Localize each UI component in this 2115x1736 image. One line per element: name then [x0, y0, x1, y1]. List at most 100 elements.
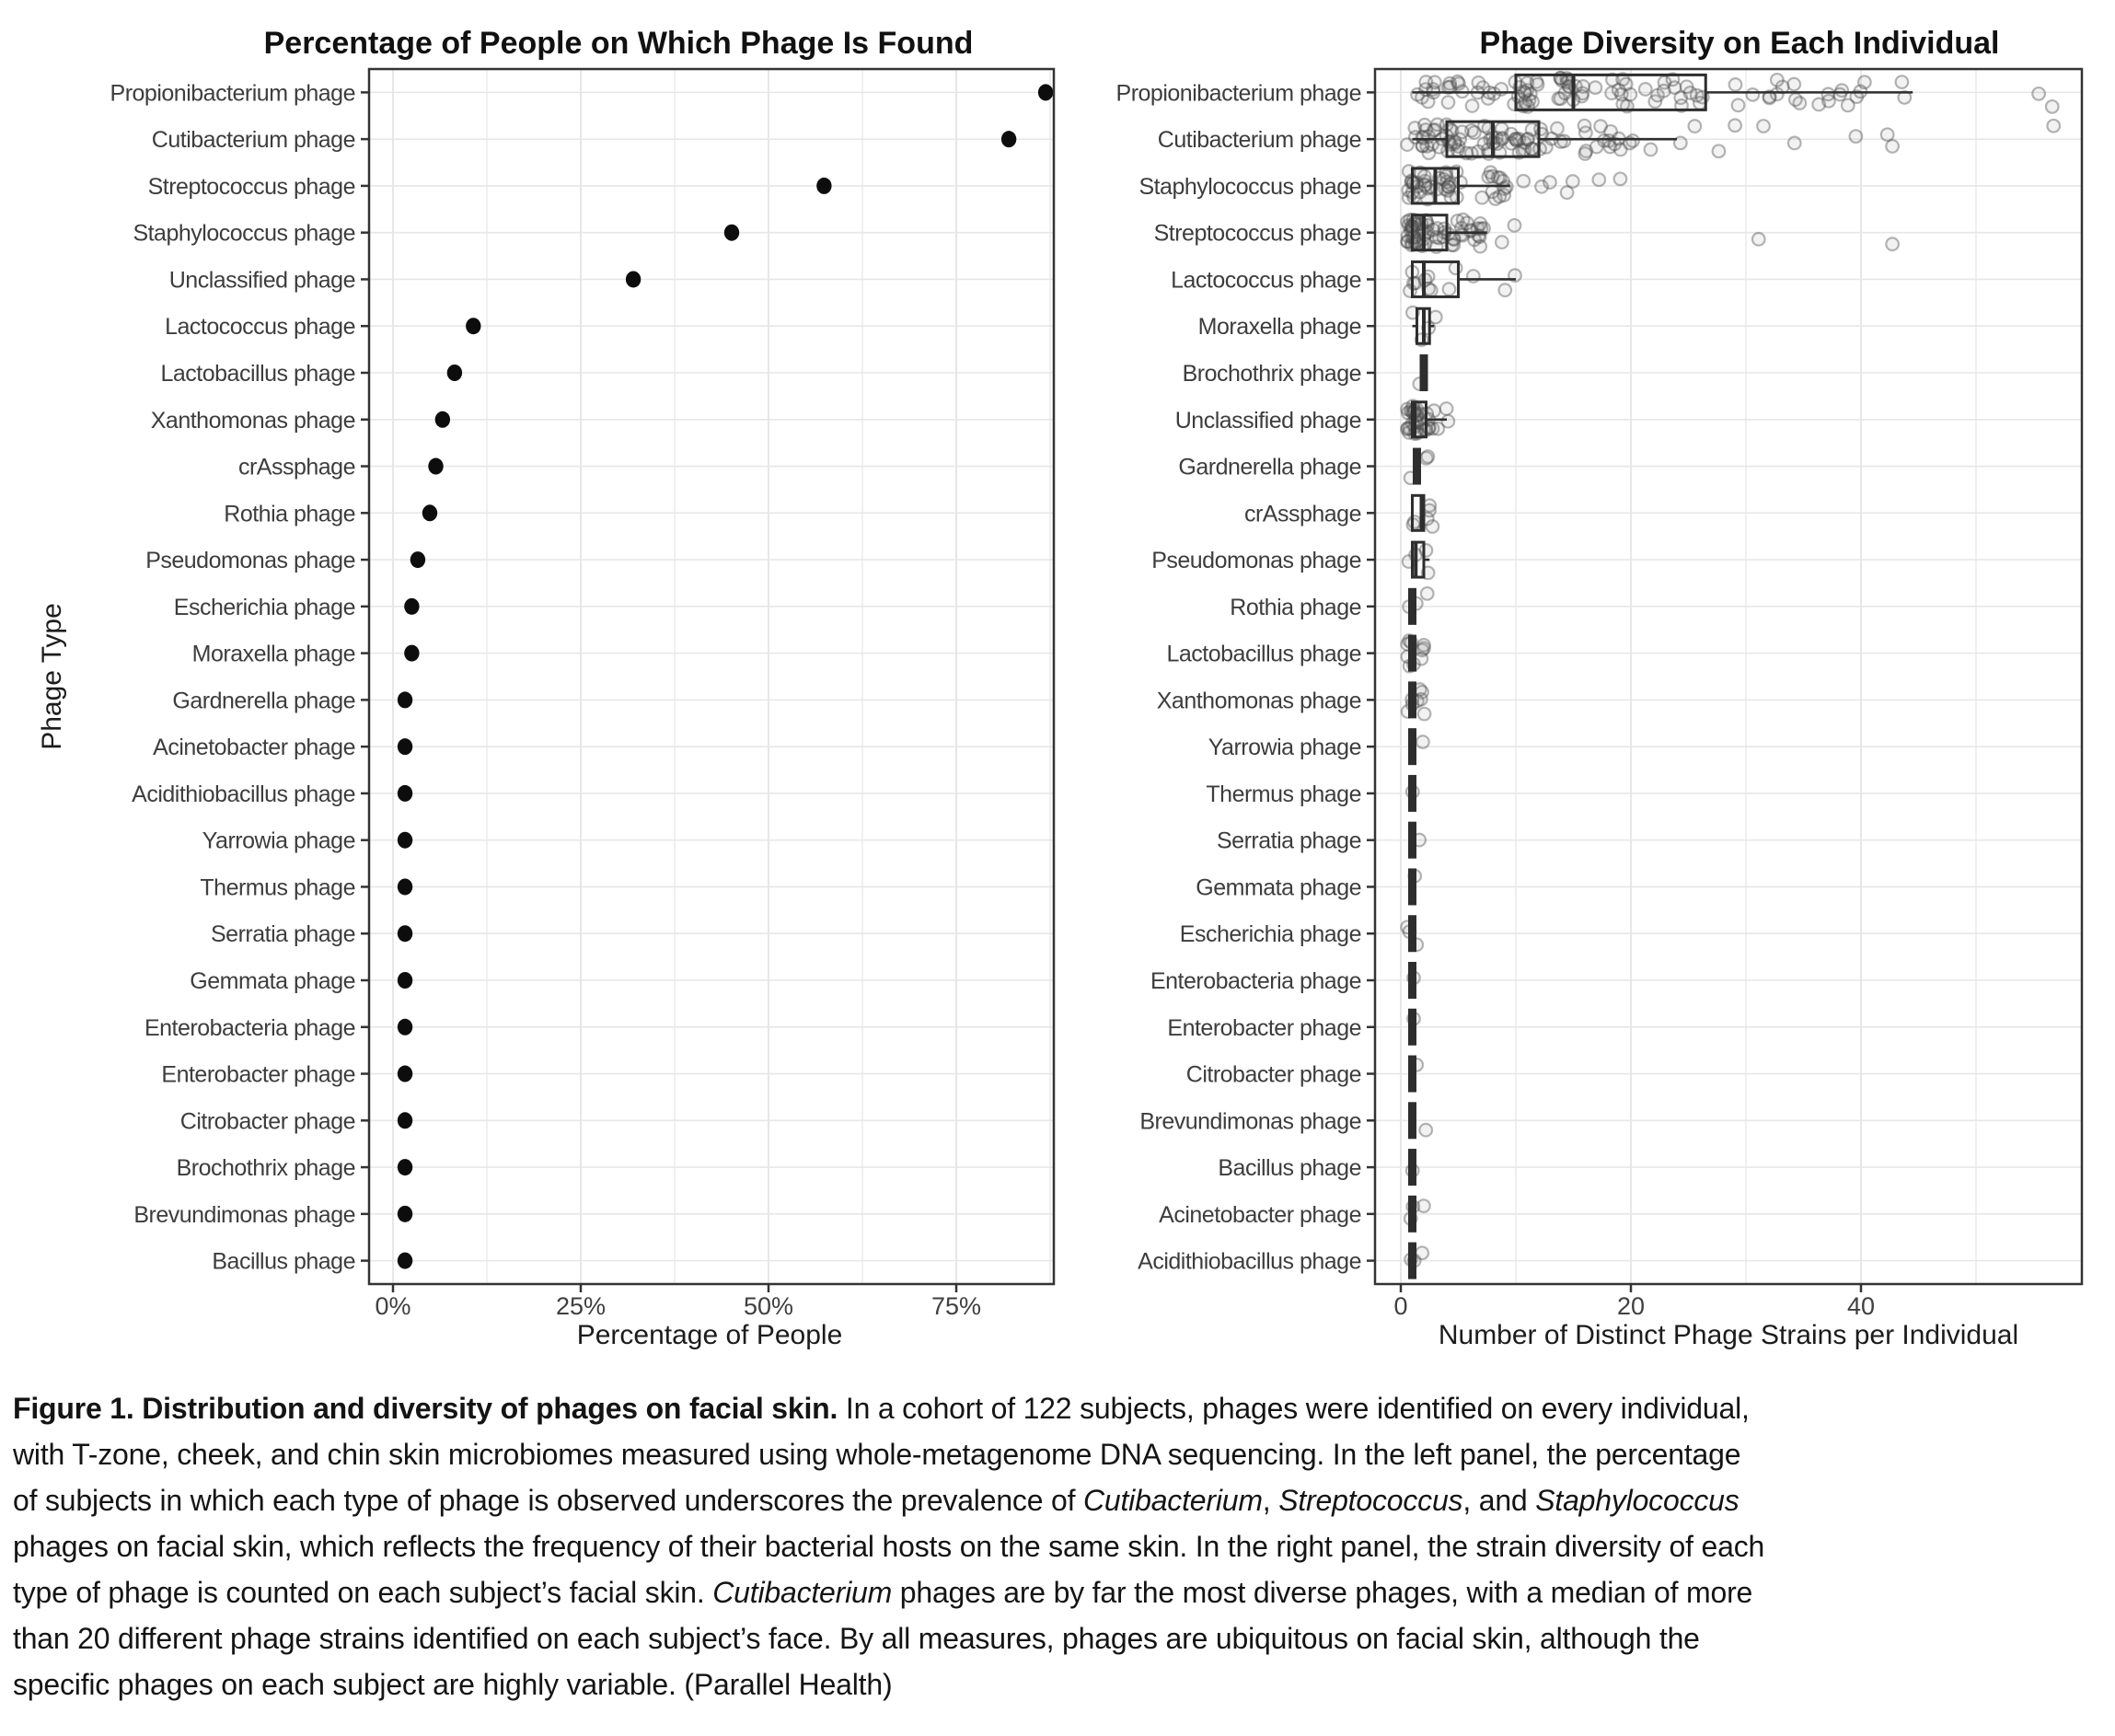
collapsed-box	[1408, 1195, 1416, 1233]
category-label: Acidithiobacillus phage	[1138, 1249, 1361, 1275]
jitter-point	[1441, 179, 1456, 194]
jitter-point	[1429, 221, 1445, 236]
jitter-point	[1400, 137, 1415, 152]
category-label: Unclassified phage	[169, 267, 355, 293]
category-label: Serratia phage	[1217, 828, 1361, 854]
caption-text: type of phage is counted on each subject…	[13, 1576, 713, 1609]
prevalence-dot	[434, 411, 451, 428]
jitter-point	[1591, 172, 1607, 188]
jitter-point	[1769, 87, 1785, 102]
jitter-point	[1440, 183, 1455, 198]
category-label: Serratia phage	[211, 921, 355, 947]
jitter-point	[1450, 139, 1466, 154]
jitter-point	[1400, 234, 1416, 249]
y-axis-label: Phage Type	[37, 603, 67, 750]
collapsed-box	[1408, 915, 1416, 953]
jitter-point	[1650, 87, 1665, 103]
jitter-point	[1856, 75, 1872, 90]
collapsed-box	[1408, 821, 1416, 859]
jitter-point	[1420, 94, 1436, 110]
caption-text: of subjects in which each type of phage …	[13, 1484, 1083, 1517]
x-tick-label: 40	[1847, 1292, 1875, 1320]
category-label: Cutibacterium phage	[1158, 127, 1361, 153]
jitter-point	[1728, 118, 1743, 133]
left-panel-data	[397, 84, 1054, 1269]
jitter-point	[1509, 133, 1524, 148]
jitter-point	[1423, 283, 1439, 298]
jitter-point	[1439, 168, 1454, 184]
jitter-point	[1840, 98, 1855, 113]
phage-charts-svg: Propionibacterium phage Cutibacterium pha…	[37, 26, 2084, 1350]
jitter-point	[1787, 92, 1803, 108]
caption-italic-text: Staphylococcus	[1535, 1484, 1739, 1517]
jitter-point	[1417, 178, 1432, 193]
caption-line: Figure 1. Distribution and diversity of …	[13, 1385, 2104, 1431]
jitter-point	[1517, 84, 1532, 99]
jitter-point	[1682, 86, 1698, 100]
category-label: Enterobacteria phage	[144, 1015, 355, 1041]
jitter-point	[1432, 139, 1447, 155]
prevalence-dot	[428, 457, 444, 475]
jitter-point	[1416, 1198, 1431, 1214]
box	[1514, 73, 1707, 111]
caption-line: specific phages on each subject are high…	[13, 1661, 2104, 1707]
prevalence-dot	[397, 925, 413, 943]
prevalence-dot	[446, 365, 463, 381]
caption-line: with T-zone, cheek, and chin skin microb…	[13, 1431, 2104, 1477]
jitter-point	[1414, 651, 1429, 666]
caption-text: ,	[1262, 1484, 1279, 1517]
jitter-point	[1637, 82, 1653, 97]
jitter-point	[1504, 126, 1519, 142]
jitter-point	[1427, 122, 1442, 137]
jitter-point	[1604, 86, 1620, 101]
collapsed-box	[1408, 1008, 1416, 1046]
jitter-point	[2044, 98, 2060, 114]
category-label: Enterobacter phage	[1167, 1015, 1361, 1041]
category-label: Bacillus phage	[1218, 1155, 1361, 1181]
category-label: Lactococcus phage	[165, 314, 355, 340]
jitter-point	[1530, 76, 1545, 92]
jitter-point	[1597, 133, 1612, 148]
jitter-point	[1574, 88, 1589, 104]
jitter-point	[1421, 145, 1437, 161]
caption-text: specific phages on each subject are high…	[13, 1668, 893, 1701]
jitter-point	[1673, 90, 1689, 106]
jitter-point	[1454, 124, 1470, 140]
caption-line: phages on facial skin, which reflects th…	[13, 1523, 2104, 1569]
jitter-point	[1821, 93, 1836, 109]
category-label: Citrobacter phage	[180, 1108, 355, 1134]
jitter-point	[1520, 83, 1534, 98]
category-label: Unclassified phage	[1175, 408, 1361, 434]
category-label: Moraxella phage	[1198, 314, 1361, 340]
jitter-point	[1451, 76, 1466, 91]
caption-italic-text: Cutibacterium	[1082, 1484, 1263, 1517]
jitter-point	[1786, 76, 1802, 92]
prevalence-dot	[404, 644, 420, 662]
category-label: Pseudomonas phage	[1151, 548, 1361, 573]
jitter-point	[1440, 95, 1456, 110]
caption-text: phages on facial skin, which reflects th…	[13, 1530, 1765, 1563]
jitter-point	[1565, 174, 1580, 189]
category-label: Xanthomonas phage	[1157, 688, 1361, 713]
jitter-point	[1466, 125, 1482, 140]
jitter-point	[1455, 227, 1470, 243]
jitter-point	[1556, 133, 1572, 149]
jitter-point	[1450, 74, 1465, 89]
prevalence-dot	[410, 551, 426, 569]
jitter-point	[1605, 72, 1620, 87]
jitter-point	[1520, 132, 1536, 146]
category-label: Rothia phage	[224, 501, 355, 527]
jitter-point	[1486, 86, 1502, 101]
jitter-point	[1494, 132, 1509, 147]
jitter-point	[1613, 87, 1629, 102]
jitter-point	[1508, 132, 1523, 147]
jitter-point	[1525, 94, 1540, 110]
collapsed-box	[1408, 868, 1416, 906]
category-label: Streptococcus phage	[1154, 221, 1361, 247]
category-label: Acinetobacter phage	[153, 735, 355, 760]
jitter-point	[1667, 80, 1682, 96]
jitter-point	[1455, 212, 1471, 227]
jitter-point	[1577, 118, 1592, 133]
category-label: Propionibacterium phage	[1116, 80, 1361, 106]
category-label: Lactobacillus phage	[161, 361, 356, 387]
